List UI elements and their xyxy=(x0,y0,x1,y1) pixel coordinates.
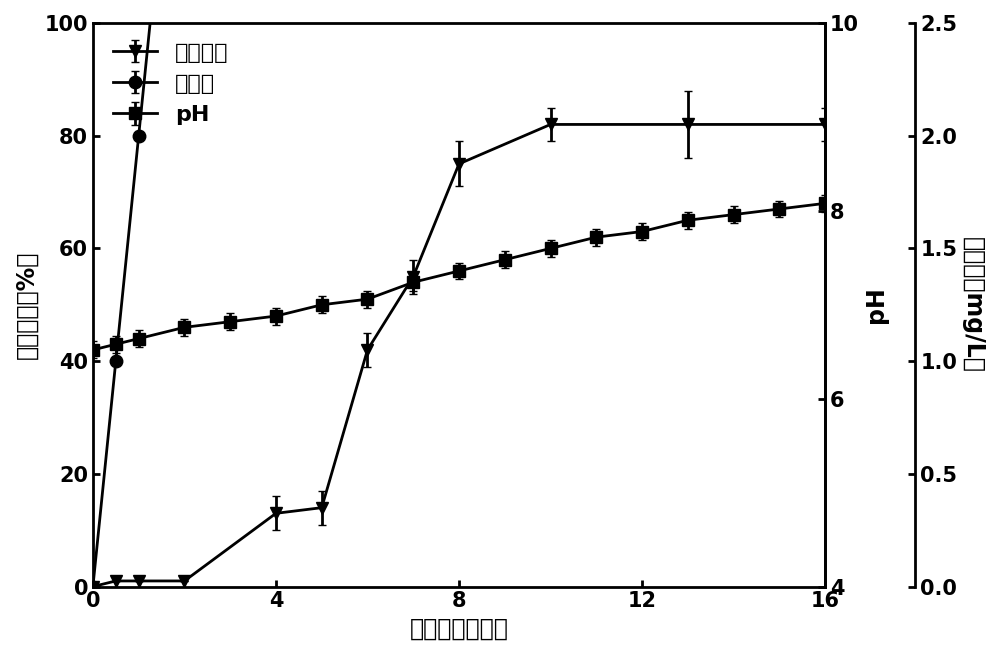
Legend: 絮凝效率, 生物质, pH: 絮凝效率, 生物质, pH xyxy=(104,34,238,134)
Y-axis label: 生物质（mg/L）: 生物质（mg/L） xyxy=(961,237,985,373)
X-axis label: 培养时间（天）: 培养时间（天） xyxy=(410,617,508,641)
Y-axis label: 絮凝效率（%）: 絮凝效率（%） xyxy=(15,251,39,359)
Y-axis label: pH: pH xyxy=(864,287,888,323)
